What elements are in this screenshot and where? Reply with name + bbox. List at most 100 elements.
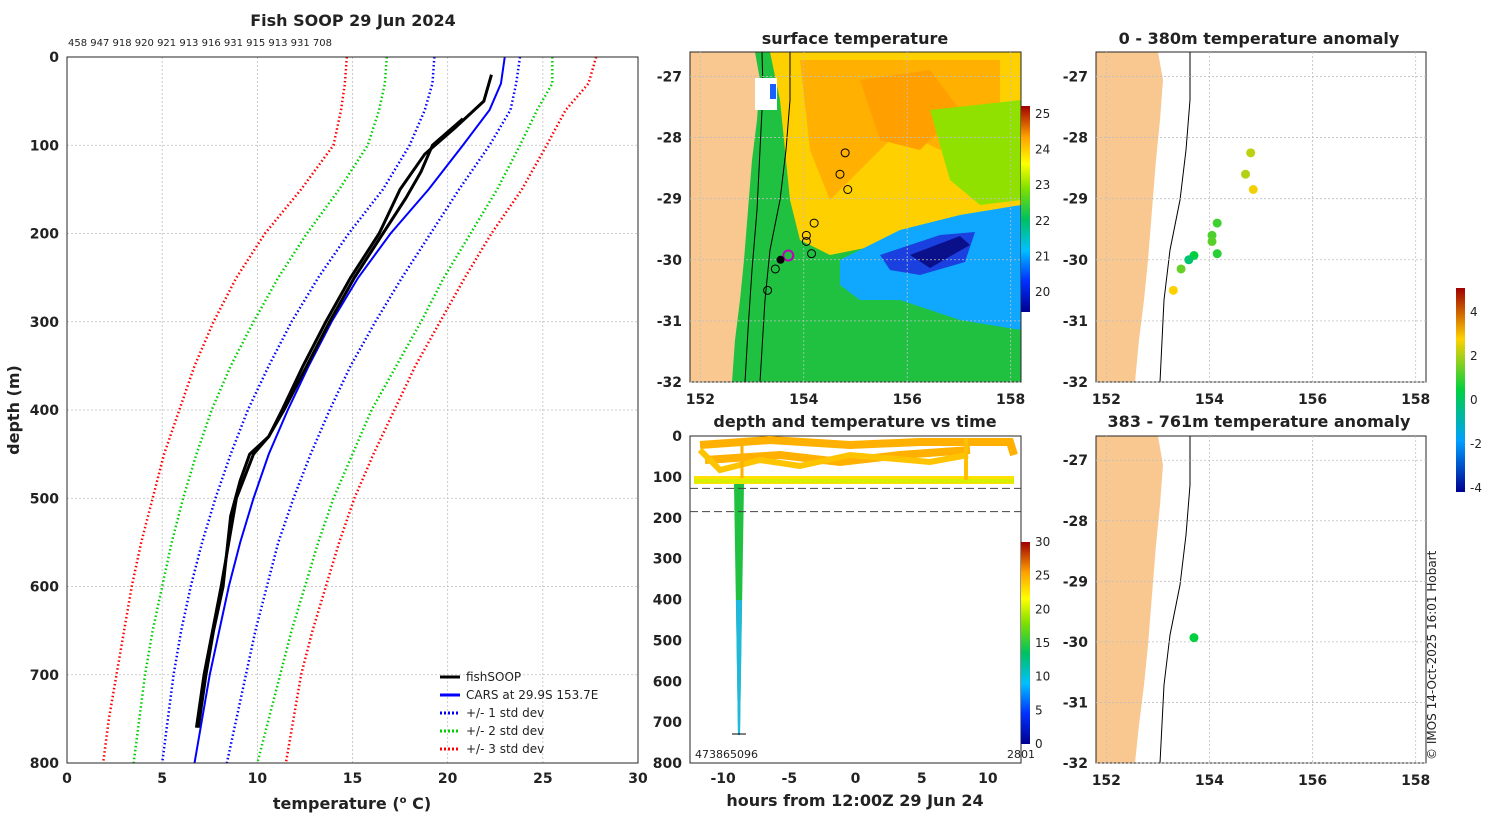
- anomaly-point: [1241, 169, 1251, 179]
- sst-colorbar-tick: 24: [1035, 143, 1050, 157]
- map-ytick: -31: [1063, 695, 1088, 711]
- map-ytick: -28: [1063, 514, 1088, 530]
- ship-position-marker: [776, 255, 785, 264]
- anomaly-colorbar-tick: 2: [1470, 349, 1478, 363]
- imos-credit: © IMOS 14-Oct-2025 16:01 Hobart: [1425, 550, 1439, 760]
- map-ytick: -31: [657, 314, 682, 330]
- map-xtick: 152: [1092, 392, 1121, 408]
- profile-title: Fish SOOP 29 Jun 2024: [250, 11, 456, 30]
- anomaly-point: [1176, 264, 1186, 274]
- time-depth-right-label: 2801: [1007, 748, 1035, 761]
- profile-xtick: 0: [62, 771, 72, 787]
- map-ytick: -30: [1063, 635, 1089, 651]
- profile-ytick: 100: [30, 138, 59, 154]
- profile-ytick: 800: [30, 756, 59, 772]
- time-depth-colorbar: [1021, 542, 1030, 744]
- sst-colorbar-tick: 22: [1035, 214, 1050, 228]
- sst-colorbar-tick: 23: [1035, 178, 1050, 192]
- map-ytick: -32: [1063, 375, 1088, 391]
- map-ytick: -27: [1063, 453, 1088, 469]
- map-ytick: -30: [657, 253, 683, 269]
- profile-series--1-std: [225, 56, 522, 764]
- map-ytick: -29: [657, 192, 682, 208]
- time-colorbar-tick: 10: [1035, 670, 1050, 684]
- legend-label: +/- 3 std dev: [466, 742, 544, 756]
- drop-marker: [843, 185, 853, 194]
- map-ytick: -28: [657, 131, 682, 147]
- time-colorbar-tick: 25: [1035, 569, 1050, 583]
- depth-ytick: 400: [653, 593, 682, 609]
- time-colorbar-tick: 30: [1035, 535, 1050, 549]
- profile-series-fishsoop-2: [194, 74, 493, 728]
- drop-marker: [807, 249, 817, 259]
- anomaly-lower-title: 383 - 761m temperature anomaly: [1108, 412, 1411, 431]
- drop-ids: 458 947 918 920 921 913 916 931 915 913 …: [68, 38, 332, 49]
- map-xtick: 154: [1195, 392, 1224, 408]
- coastline-land: [1096, 52, 1163, 382]
- sst-colorbar-tick: 25: [1035, 107, 1050, 121]
- profile-ytick: 0: [49, 50, 59, 66]
- legend-label: CARS at 29.9S 153.7E: [466, 688, 598, 702]
- time-colorbar-tick: 5: [1035, 703, 1043, 717]
- profile-xtick: 20: [438, 771, 458, 787]
- profile-xtick: 15: [343, 771, 362, 787]
- anomaly-colorbar-tick: -4: [1470, 481, 1482, 495]
- legend-label: +/- 1 std dev: [466, 706, 544, 720]
- anomaly-point: [1246, 148, 1256, 158]
- sst-map-panel: surface temperature 152 154 156 158 -27 -28 -…: [657, 29, 1051, 408]
- profile-xlabel: temperature (o C): [273, 794, 431, 813]
- anomaly-colorbar-tick: 0: [1470, 393, 1478, 407]
- drop-marker: [801, 230, 811, 240]
- anomaly-colorbar: [1456, 288, 1465, 492]
- profile-ytick: 700: [30, 668, 59, 684]
- profile-xtick: 25: [533, 771, 552, 787]
- legend-label: fishSOOP: [466, 670, 521, 684]
- anomaly-point: [1189, 633, 1199, 643]
- coastline-land-lower: [1096, 436, 1163, 763]
- time-depth-tracks: [694, 435, 1018, 735]
- anomaly-colorbar-tick: 4: [1470, 305, 1478, 319]
- profile-series--2-std: [132, 56, 389, 764]
- sst-colorbar: [1021, 106, 1030, 312]
- depth-ytick: 0: [672, 429, 682, 445]
- anomaly-upper-title: 0 - 380m temperature anomaly: [1119, 29, 1400, 48]
- shelf-contour-lower: [1159, 436, 1191, 764]
- map-ytick: -29: [1063, 192, 1088, 208]
- map-xtick: 158: [996, 392, 1025, 408]
- profile-axes-box: [66, 56, 639, 764]
- profile-ytick: 600: [30, 580, 59, 596]
- time-depth-title: depth and temperature vs time: [713, 412, 996, 431]
- map-xtick: 154: [1195, 773, 1224, 789]
- map-ytick: -32: [657, 375, 682, 391]
- time-xtick: 10: [978, 771, 998, 787]
- map-ytick: -30: [1063, 253, 1089, 269]
- depth-ytick: 500: [653, 633, 682, 649]
- drop-marker: [801, 236, 811, 246]
- time-xtick: 5: [917, 771, 927, 787]
- drop-marker: [763, 285, 773, 295]
- profile-xtick: 30: [628, 771, 648, 787]
- time-xtick: -10: [710, 771, 736, 787]
- depth-ytick: 200: [653, 511, 682, 527]
- anomaly-point: [1212, 249, 1222, 259]
- map-xtick: 158: [1401, 392, 1430, 408]
- sst-field: [690, 52, 1021, 382]
- drop-marker: [840, 148, 850, 158]
- map-xtick: 154: [789, 392, 818, 408]
- current-drop-marker: [782, 249, 795, 262]
- time-colorbar-tick: 20: [1035, 602, 1050, 616]
- map-ytick: -29: [1063, 574, 1088, 590]
- depth-ytick: 600: [653, 674, 682, 690]
- profile-panel: Fish SOOP 29 Jun 2024 458 947 918 920 92…: [4, 11, 648, 813]
- map-xtick: 158: [1401, 773, 1430, 789]
- profile-legend: fishSOOP CARS at 29.9S 153.7E +/- 1 std de…: [440, 670, 598, 756]
- profile-xtick: 10: [248, 771, 268, 787]
- drop-marker: [770, 264, 780, 274]
- anomaly-point: [1168, 285, 1178, 295]
- map-xtick: 152: [1092, 773, 1121, 789]
- shelf-contour: [1159, 52, 1191, 383]
- time-colorbar-tick: 0: [1035, 737, 1043, 751]
- map-xtick: 156: [1298, 773, 1327, 789]
- profile-ytick: 200: [30, 227, 59, 243]
